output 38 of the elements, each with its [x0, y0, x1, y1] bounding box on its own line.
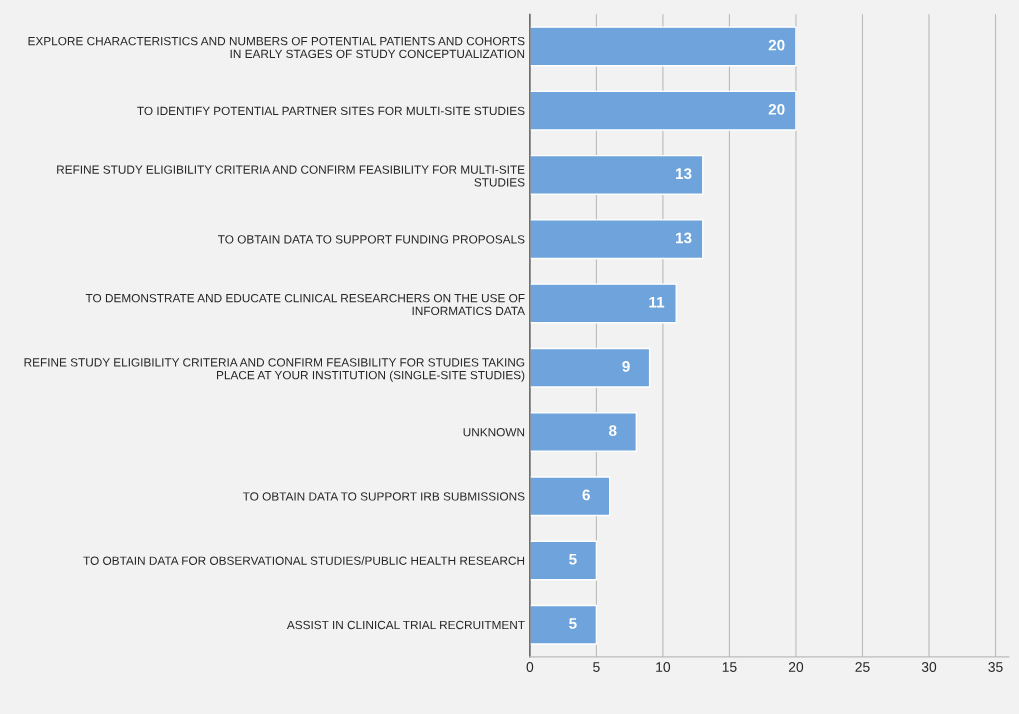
x-tick-label: 20 — [788, 662, 804, 672]
x-tick-label: 5 — [593, 662, 600, 672]
y-tick-label: TO OBTAIN DATA TO SUPPORT IRB SUBMISSIONS — [242, 492, 525, 501]
bar — [529, 347, 651, 388]
x-tick-label: 25 — [855, 662, 870, 672]
bar — [529, 90, 797, 131]
data-label: 20 — [768, 39, 785, 51]
x-tick-label: 0 — [526, 662, 534, 672]
x-tick-label: 10 — [656, 662, 671, 672]
x-tick-label: 35 — [988, 662, 1003, 672]
data-label: 20 — [768, 103, 785, 115]
y-tick-label: TO OBTAIN DATA FOR OBSERVATIONAL STUDIES/PUBLIC HEALTH RESEARCH — [83, 556, 525, 565]
data-label: 13 — [676, 168, 692, 180]
y-tick-label: UNKNOWN — [463, 428, 525, 437]
data-label: 5 — [569, 553, 577, 565]
y-tick-label: EXPLORE CHARACTERISTICS AND NUMBERS OF POTENTIAL PATIENTS AND COHORTS IN EARLY STAGES OF STUDY CONCEPTUALIZATION — [28, 36, 525, 59]
data-label: 5 — [569, 618, 577, 629]
data-label: 6 — [582, 489, 590, 501]
bar — [529, 283, 677, 324]
bar — [529, 219, 704, 260]
y-tick-label: REFINE STUDY ELIGIBILITY CRITERIA AND CONFIRM FEASIBILITY FOR MULTI-SITE STUDIES — [57, 165, 525, 187]
data-label: 8 — [609, 425, 617, 437]
bar — [529, 154, 704, 195]
y-tick-label: ASSIST IN CLINICAL TRIAL RECRUITMENT — [286, 620, 525, 630]
bar — [529, 604, 598, 645]
y-tick-label: REFINE STUDY ELIGIBILITY CRITERIA AND CONFIRM FEASIBILITY FOR STUDIES TAKING PLACE AT YOUR INSTITUTION (SINGLE-SITE STUDIES) — [24, 358, 525, 382]
data-label: 13 — [676, 232, 692, 244]
x-tick-label: 15 — [722, 662, 737, 672]
y-tick-label: TO DEMONSTRATE AND EDUCATE CLINICAL RESEARCHERS ON THE USE OF INFORMATICS DATA — [85, 293, 525, 316]
x-tick-label: 30 — [921, 662, 937, 672]
bar — [529, 540, 598, 581]
y-tick-label: TO IDENTIFY POTENTIAL PARTNER SITES FOR MULTI-SITE STUDIES — [137, 106, 525, 116]
bar — [529, 26, 797, 67]
bar — [529, 476, 611, 517]
data-label: 9 — [622, 360, 630, 372]
bar — [529, 411, 638, 452]
data-label: 11 — [649, 296, 665, 308]
y-tick-label: TO OBTAIN DATA TO SUPPORT FUNDING PROPOSALS — [218, 235, 525, 244]
